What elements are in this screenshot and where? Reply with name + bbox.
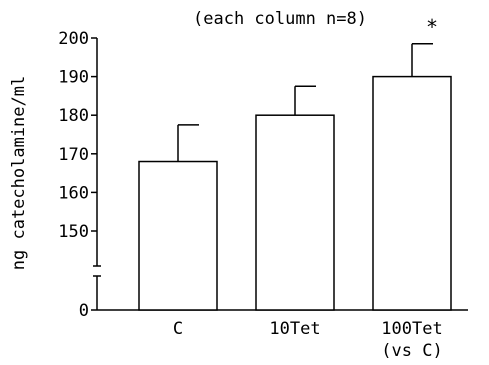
y-tick-label: 160 [58,183,89,203]
y-ticks: 0 150 160 170 180 190 200 [58,29,97,321]
category-label: 100Tet [381,319,442,339]
x-categories: C 10Tet 100Tet(vs C) [173,319,443,361]
category-sublabel: (vs C) [381,341,442,361]
category-label: 10Tet [269,319,320,339]
bar [138,160,218,311]
chart-title: (each column n=8) [193,9,367,29]
y-axis-label: ng catecholamine/ml [9,76,29,270]
bars: * [138,15,452,311]
y-tick-label: 150 [58,222,89,242]
significance-marker: * [426,15,438,39]
bar [372,75,452,311]
category-label: C [173,319,183,339]
y-tick-label: 200 [58,29,89,49]
y-tick-label: 170 [58,145,89,165]
y-tick-label: 180 [58,106,89,126]
bar [255,114,335,311]
y-tick-label: 190 [58,68,89,88]
y-tick-label: 0 [79,301,89,321]
